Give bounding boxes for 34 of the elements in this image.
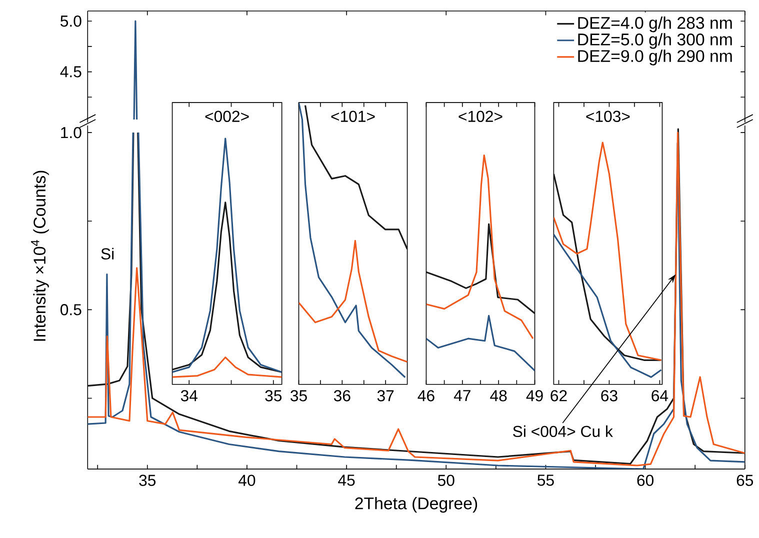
- x-tick-label: 64: [652, 390, 668, 402]
- x-tick-label: 37: [377, 390, 394, 402]
- x-tick-label: 62: [550, 390, 567, 402]
- y-axis-title: Intensity ×10$^{4}$ (Counts): [31, 170, 49, 341]
- x-tick-label: 60: [637, 474, 654, 486]
- x-tick-label: 63: [601, 390, 618, 402]
- x-axis-title: 2Theta (Degree): [355, 497, 478, 513]
- x-tick-label: 35: [290, 390, 307, 402]
- x-tick-label: 46: [418, 390, 434, 402]
- legend-label: DEZ=4.0 g/h 283 nm: [578, 16, 732, 32]
- legend-label: DEZ=9.0 g/h 290 nm: [578, 50, 732, 66]
- x-tick-label: 34: [180, 390, 198, 402]
- x-tick-label: 55: [538, 474, 554, 486]
- chart-title: <103>: [586, 110, 630, 122]
- chart-title: <102>: [458, 110, 502, 122]
- x-tick-label: 50: [438, 474, 454, 486]
- y-tick-label: 4.5: [60, 66, 82, 78]
- x-tick-label: 48: [490, 390, 507, 402]
- x-tick-label: 45: [338, 474, 355, 486]
- y-tick-label: 0.5: [60, 304, 82, 316]
- chart-title: <002>: [205, 110, 249, 122]
- x-tick-label: 65: [736, 474, 754, 486]
- y-tick-label: 1.0: [61, 127, 82, 138]
- chart-title: <101>: [331, 110, 375, 122]
- x-tick-label: 35: [139, 474, 156, 486]
- x-tick-label: 35: [265, 390, 282, 402]
- x-tick-label: 47: [454, 390, 470, 402]
- legend-label: DEZ=5.0 g/h 300 nm: [578, 33, 732, 49]
- annotation: Si: [101, 248, 114, 260]
- x-tick-label: 49: [526, 390, 543, 402]
- y-tick-label: 5.0: [60, 16, 82, 27]
- x-tick-label: 36: [334, 390, 350, 402]
- annotation: Si <004> Cu k: [513, 426, 613, 438]
- x-tick-label: 40: [238, 474, 256, 486]
